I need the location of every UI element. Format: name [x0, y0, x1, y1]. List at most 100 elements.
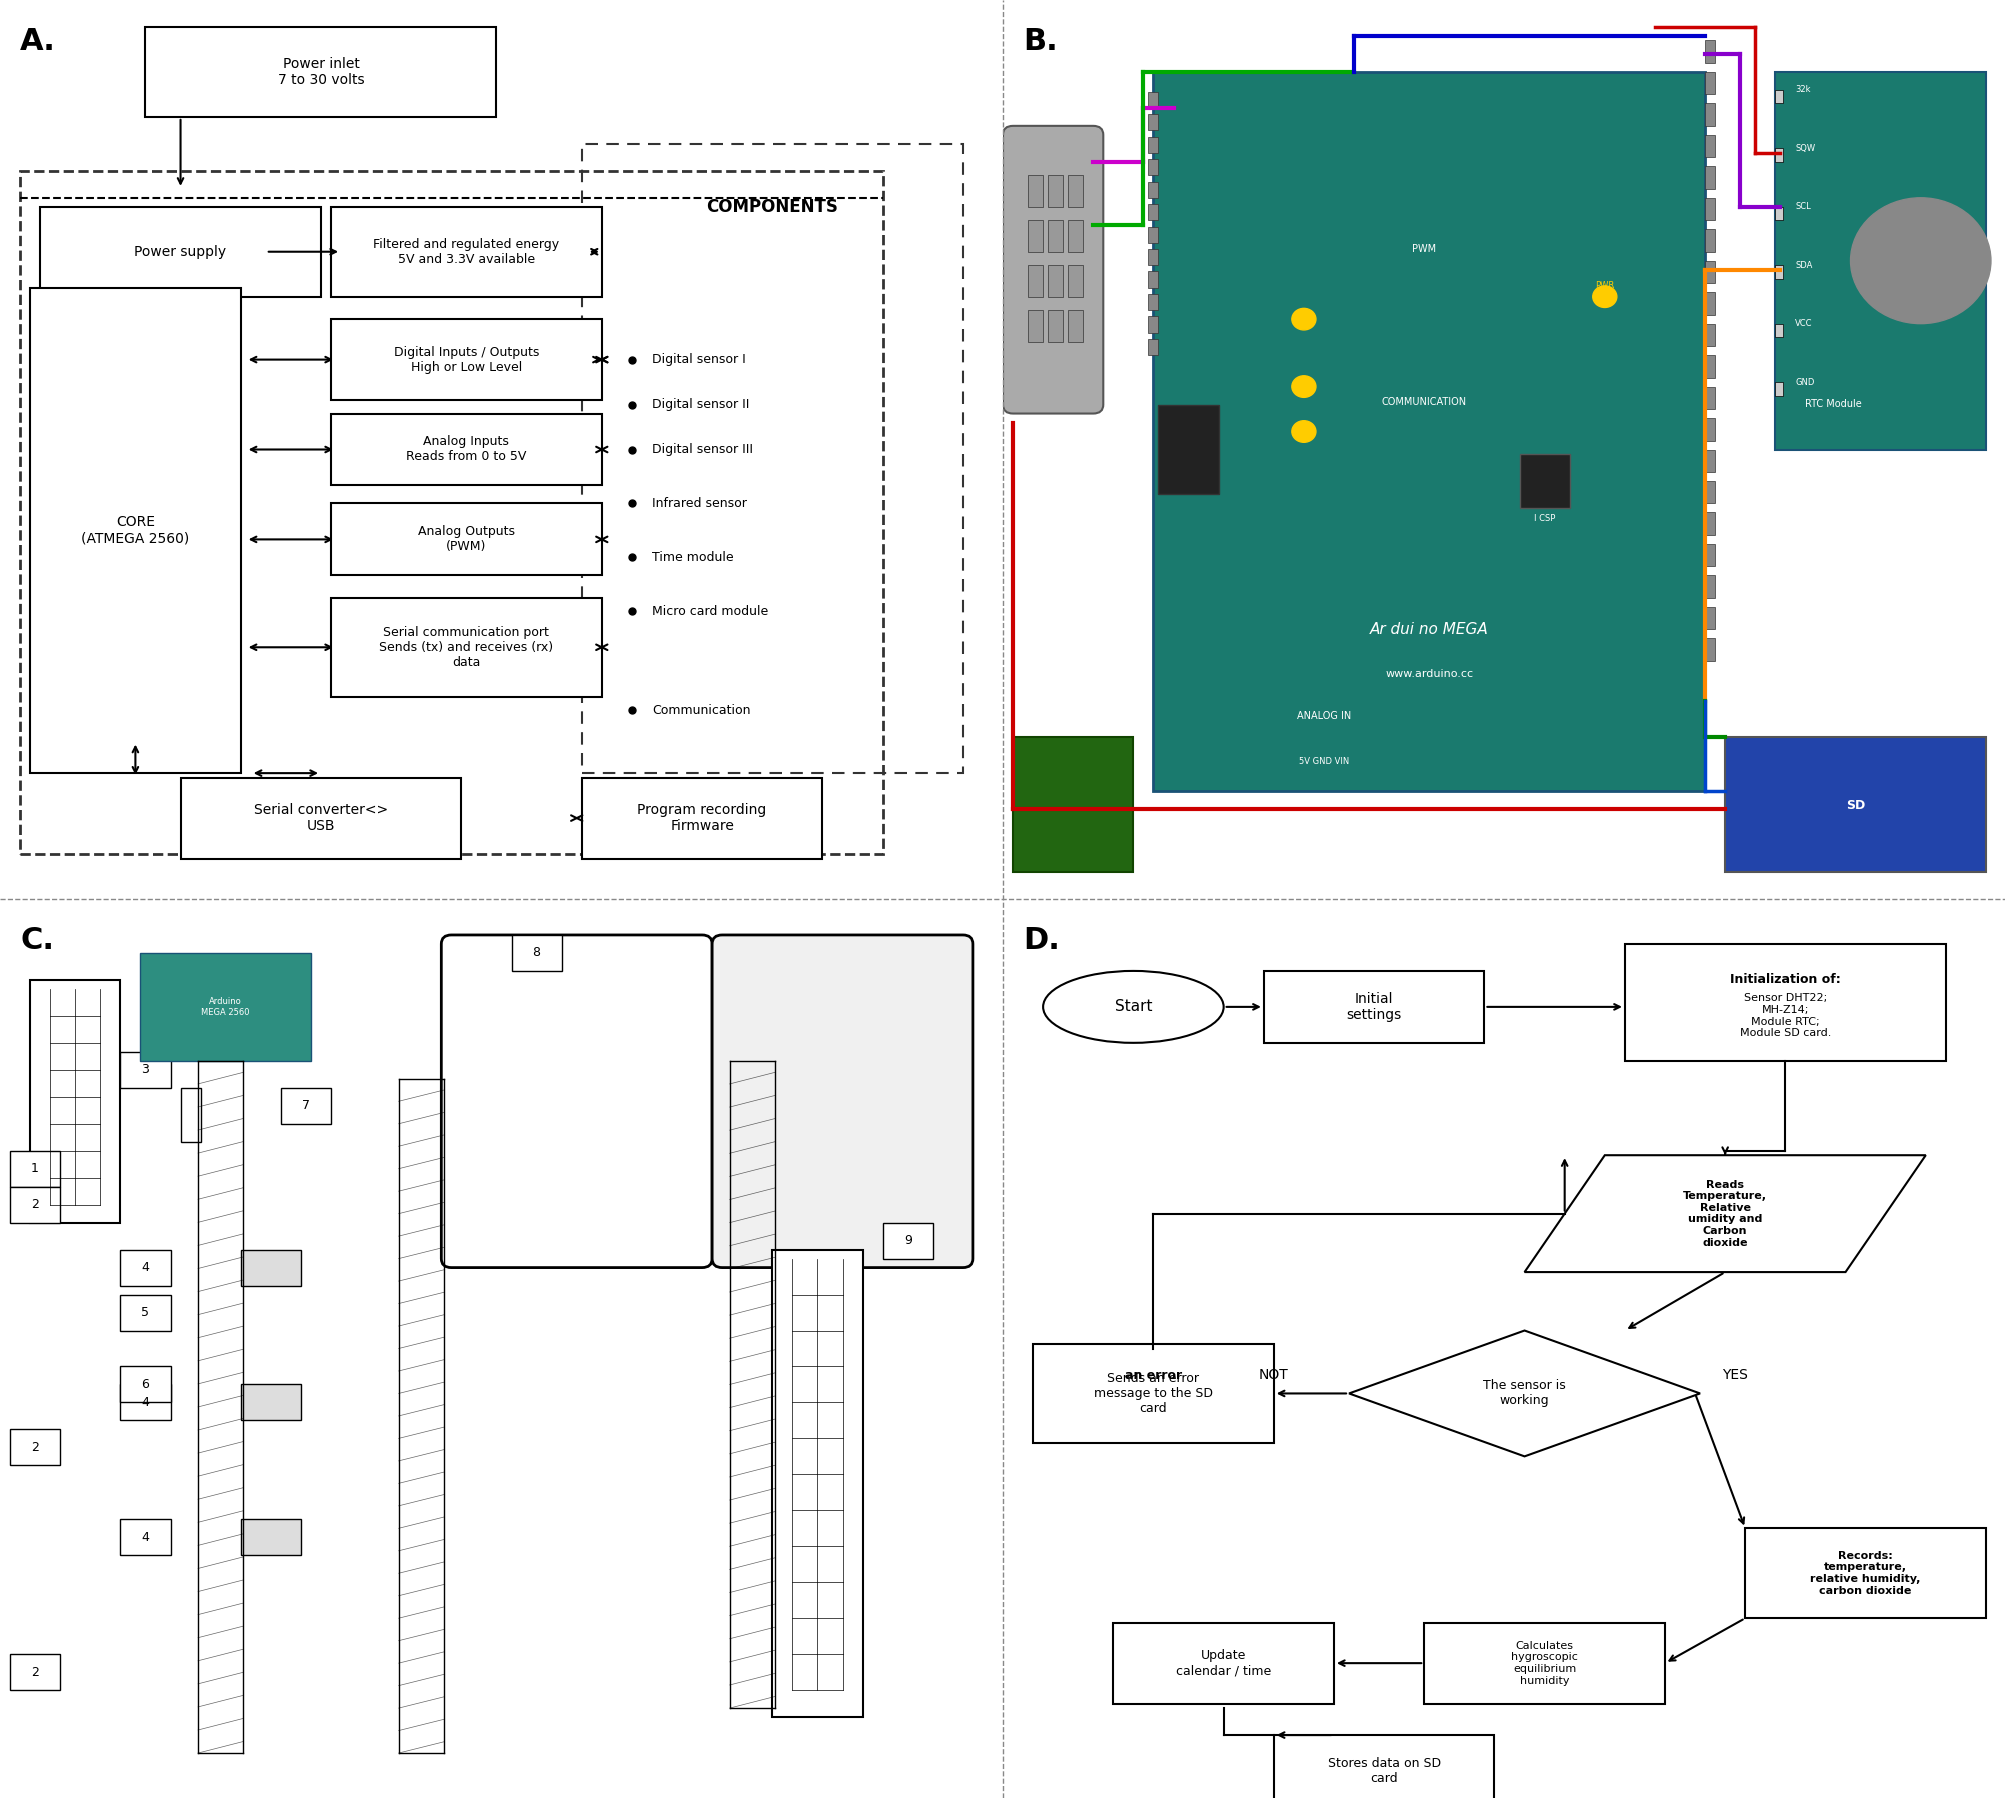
Text: Time module: Time module: [652, 550, 734, 565]
FancyBboxPatch shape: [241, 1384, 301, 1420]
Text: Reads
Temperature,
Relative
umidity and
Carbon
dioxide: Reads Temperature, Relative umidity and …: [1682, 1179, 1766, 1248]
FancyBboxPatch shape: [772, 1250, 862, 1717]
FancyBboxPatch shape: [40, 207, 321, 297]
FancyBboxPatch shape: [241, 1519, 301, 1555]
Polygon shape: [1347, 1331, 1700, 1456]
FancyBboxPatch shape: [1147, 92, 1159, 108]
Text: GND: GND: [1794, 378, 1815, 387]
FancyBboxPatch shape: [140, 953, 311, 1061]
FancyBboxPatch shape: [511, 935, 561, 971]
Text: Analog Outputs
(PWM): Analog Outputs (PWM): [417, 525, 515, 554]
Text: 4: 4: [142, 1260, 148, 1275]
FancyBboxPatch shape: [1147, 203, 1159, 221]
FancyBboxPatch shape: [1774, 264, 1782, 279]
FancyBboxPatch shape: [1624, 944, 1945, 1061]
FancyBboxPatch shape: [1047, 264, 1063, 297]
FancyBboxPatch shape: [1704, 512, 1714, 536]
Text: Initialization of:: Initialization of:: [1728, 973, 1841, 987]
FancyBboxPatch shape: [1047, 309, 1063, 342]
Text: www.arduino.cc: www.arduino.cc: [1385, 669, 1472, 680]
FancyBboxPatch shape: [1704, 102, 1714, 126]
FancyBboxPatch shape: [1002, 126, 1103, 414]
FancyBboxPatch shape: [1744, 1528, 1985, 1618]
Text: Digital sensor II: Digital sensor II: [652, 397, 750, 412]
Text: Serial communication port
Sends (tx) and receives (rx)
data: Serial communication port Sends (tx) and…: [379, 626, 553, 669]
FancyBboxPatch shape: [1774, 381, 1782, 396]
Text: Ar dui no MEGA: Ar dui no MEGA: [1369, 622, 1488, 636]
FancyBboxPatch shape: [441, 935, 712, 1268]
FancyBboxPatch shape: [10, 1187, 60, 1223]
Text: Power inlet
7 to 30 volts: Power inlet 7 to 30 volts: [277, 58, 365, 86]
Text: C.: C.: [20, 926, 54, 955]
Text: Sends an error
message to the SD
card: Sends an error message to the SD card: [1093, 1372, 1213, 1415]
FancyBboxPatch shape: [1147, 137, 1159, 153]
Text: 6: 6: [142, 1377, 148, 1392]
FancyBboxPatch shape: [1704, 198, 1714, 221]
Text: Stores data on SD
card: Stores data on SD card: [1327, 1757, 1440, 1785]
FancyBboxPatch shape: [1147, 160, 1159, 176]
Text: 32k: 32k: [1794, 85, 1811, 95]
FancyBboxPatch shape: [1520, 453, 1570, 507]
Text: 8: 8: [533, 946, 539, 960]
FancyBboxPatch shape: [1263, 971, 1484, 1043]
FancyBboxPatch shape: [1147, 227, 1159, 243]
FancyBboxPatch shape: [1704, 324, 1714, 345]
FancyBboxPatch shape: [1147, 250, 1159, 264]
Text: 2: 2: [32, 1197, 38, 1212]
Text: ANALOG IN: ANALOG IN: [1295, 712, 1351, 721]
FancyBboxPatch shape: [1704, 638, 1714, 660]
FancyBboxPatch shape: [10, 1654, 60, 1690]
FancyBboxPatch shape: [1704, 40, 1714, 63]
FancyBboxPatch shape: [1704, 387, 1714, 410]
FancyBboxPatch shape: [120, 1384, 170, 1420]
FancyBboxPatch shape: [331, 503, 602, 575]
FancyBboxPatch shape: [120, 1295, 170, 1331]
FancyBboxPatch shape: [1774, 90, 1782, 102]
FancyBboxPatch shape: [281, 1088, 331, 1124]
Text: 2: 2: [32, 1665, 38, 1679]
Text: 4: 4: [142, 1395, 148, 1410]
FancyBboxPatch shape: [1704, 228, 1714, 252]
FancyBboxPatch shape: [1027, 174, 1043, 207]
FancyBboxPatch shape: [120, 1250, 170, 1286]
FancyBboxPatch shape: [331, 207, 602, 297]
Text: Program recording
Firmware: Program recording Firmware: [638, 804, 766, 832]
Text: PWM: PWM: [1412, 245, 1436, 254]
Text: I CSP: I CSP: [1534, 514, 1554, 523]
FancyBboxPatch shape: [1704, 291, 1714, 315]
Text: Sensor DHT22;
MH-Z14;
Module RTC;
Module SD card.: Sensor DHT22; MH-Z14; Module RTC; Module…: [1738, 994, 1831, 1037]
Circle shape: [1291, 376, 1315, 397]
FancyBboxPatch shape: [1704, 417, 1714, 441]
FancyBboxPatch shape: [1424, 1622, 1664, 1705]
FancyBboxPatch shape: [120, 1519, 170, 1555]
FancyBboxPatch shape: [1704, 480, 1714, 503]
Text: SCL: SCL: [1794, 201, 1811, 212]
Text: NOT: NOT: [1259, 1368, 1287, 1383]
Text: an error: an error: [1125, 1368, 1181, 1383]
Text: D.: D.: [1023, 926, 1059, 955]
Text: YES: YES: [1722, 1368, 1746, 1383]
FancyBboxPatch shape: [120, 1052, 170, 1088]
FancyBboxPatch shape: [241, 1250, 301, 1286]
FancyBboxPatch shape: [1147, 316, 1159, 333]
Text: B.: B.: [1023, 27, 1057, 56]
Circle shape: [1851, 198, 1989, 324]
Text: Filtered and regulated energy
5V and 3.3V available: Filtered and regulated energy 5V and 3.3…: [373, 237, 559, 266]
Text: Digital sensor III: Digital sensor III: [652, 442, 752, 457]
FancyBboxPatch shape: [1147, 271, 1159, 288]
Text: SQW: SQW: [1794, 144, 1815, 153]
Text: Analog Inputs
Reads from 0 to 5V: Analog Inputs Reads from 0 to 5V: [405, 435, 527, 464]
FancyBboxPatch shape: [1774, 149, 1782, 162]
FancyBboxPatch shape: [1147, 293, 1159, 309]
FancyBboxPatch shape: [10, 1151, 60, 1187]
Text: A.: A.: [20, 27, 56, 56]
FancyBboxPatch shape: [331, 320, 602, 401]
Text: Infrared sensor: Infrared sensor: [652, 496, 746, 511]
FancyBboxPatch shape: [1069, 221, 1083, 252]
FancyBboxPatch shape: [1704, 135, 1714, 156]
FancyBboxPatch shape: [1704, 167, 1714, 189]
FancyBboxPatch shape: [180, 777, 461, 859]
Text: TX: TX: [1297, 379, 1309, 388]
FancyBboxPatch shape: [1069, 309, 1083, 342]
FancyBboxPatch shape: [1147, 338, 1159, 356]
